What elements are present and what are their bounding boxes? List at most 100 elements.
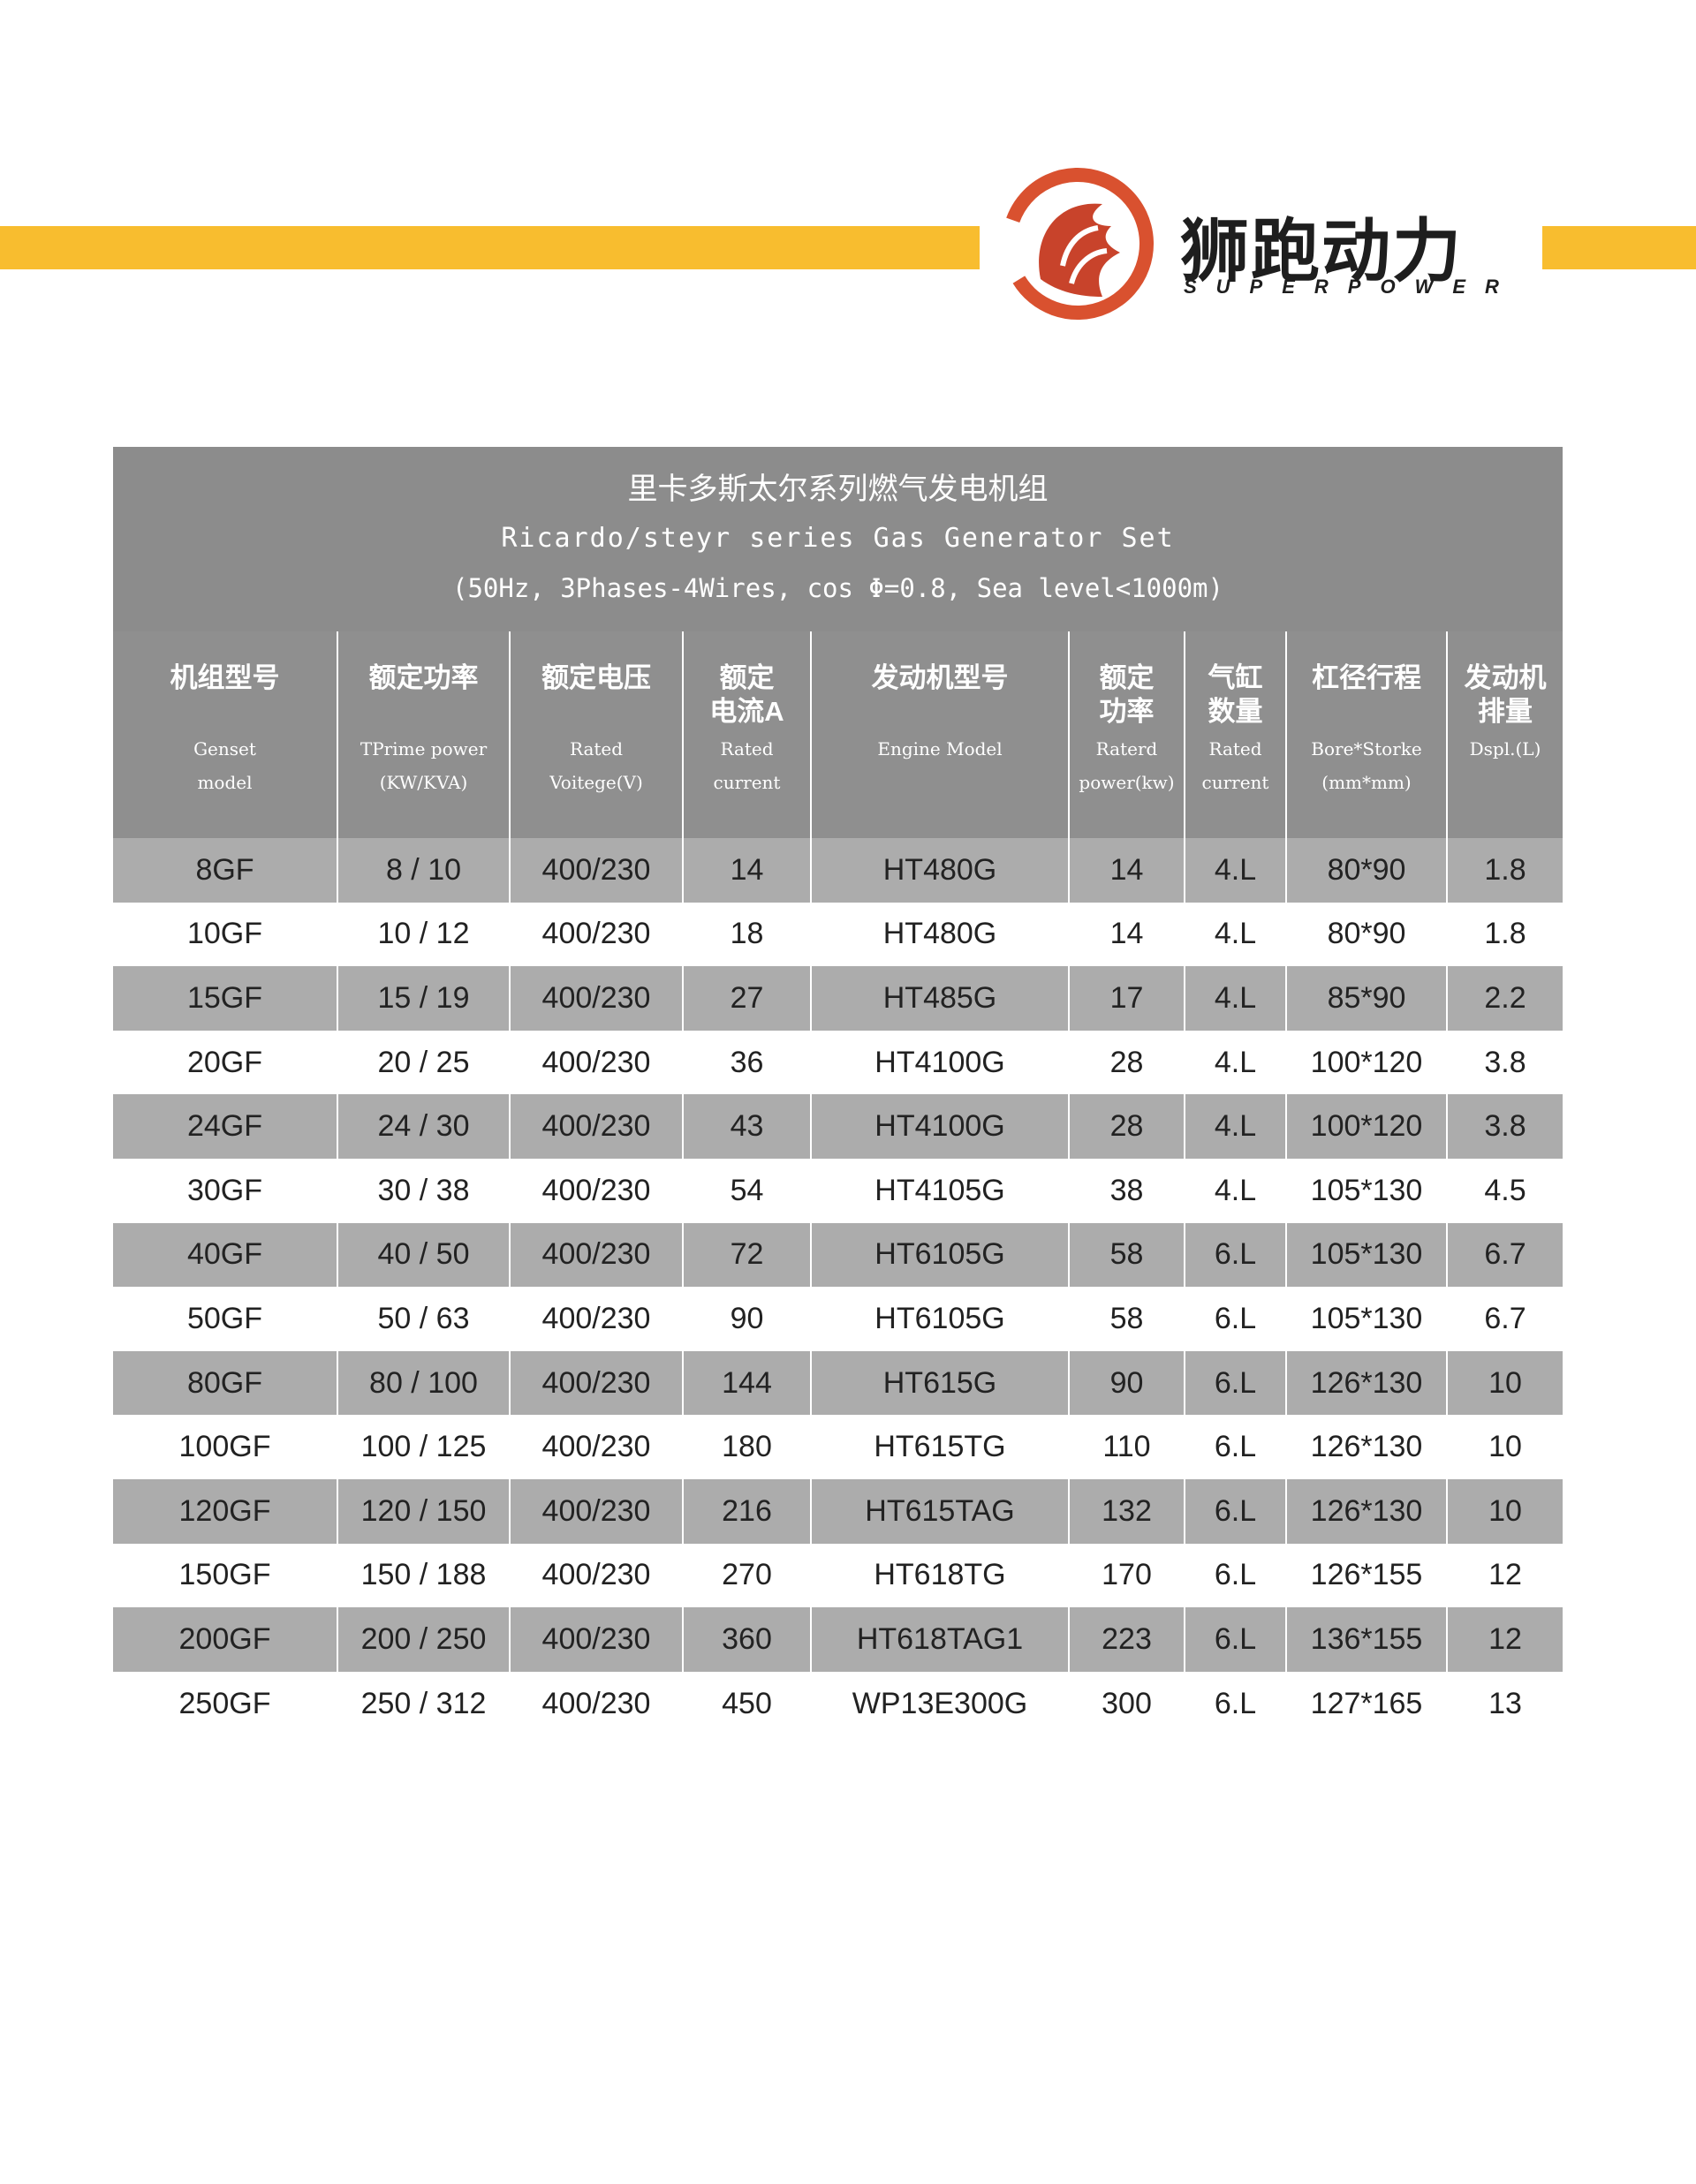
table-cell: HT6105G [810,1287,1069,1351]
table-cell: 450 [682,1671,811,1736]
table-cell: 12 [1446,1543,1563,1608]
table-cell: 150 / 188 [337,1543,510,1608]
table-row: 200GF 200 / 250 400/230 360 HT618TAG1 223 6.L 1… [113,1607,1563,1672]
header-zh-line: 功率 [1099,696,1155,727]
table-row: 50GF 50 / 63 400/230 90 HT6105G 58 6.L 105*130 6… [113,1287,1563,1351]
header-cell: 额定 电流A Rated current [682,631,811,838]
table-cell: 24GF [113,1094,337,1159]
table-cell: 90 [1068,1350,1185,1416]
table-cell: 4.L [1184,838,1286,903]
table-cell: 200 / 250 [337,1607,510,1672]
table-cell: HT480G [810,902,1069,967]
table-cell: 36 [682,1030,811,1095]
header-zh-line: 额定 [1099,662,1155,693]
table-cell: 4.5 [1446,1158,1563,1223]
table-cell: 126*155 [1285,1543,1447,1608]
header-en-line: (mm*mm) [1321,772,1412,793]
table-cell: 400/230 [509,1030,683,1095]
table-cell: 126*130 [1285,1415,1447,1479]
table-cell: 100*120 [1285,1094,1447,1159]
table-cell: 4.L [1184,966,1286,1031]
header-en: Rated Voitege(V) [511,732,682,799]
table-cell: 20 / 25 [337,1030,510,1095]
header-zh-line: 杠径行程 [1312,662,1421,693]
header-en-line: Voitege(V) [549,772,643,793]
table-cell: 6.L [1184,1222,1286,1288]
header-en-line: Rated [1208,738,1262,759]
table-row: 15GF 15 / 19 400/230 27 HT485G 17 4.L 85*90 2.2 [113,966,1563,1031]
header-en-line: Rated [720,738,774,759]
table-row: 100GF 100 / 125 400/230 180 HT615TG 110 6.L 126… [113,1415,1563,1479]
table-cell: 6.L [1184,1543,1286,1608]
header-en: Rated current [684,732,810,799]
table-cell: 12 [1446,1607,1563,1672]
table-cell: 3.8 [1446,1094,1563,1159]
table-cell: 80GF [113,1350,337,1416]
table-cell: 105*130 [1285,1287,1447,1351]
table-cell: HT4100G [810,1030,1069,1095]
table-cell: HT6105G [810,1222,1069,1288]
table-cell: 100 / 125 [337,1415,510,1479]
table-cell: 6.7 [1446,1222,1563,1288]
table-cell: 136*155 [1285,1607,1447,1672]
table-cell: 10 [1446,1350,1563,1416]
table-cell: 6.L [1184,1671,1286,1736]
table-cell: 2.2 [1446,966,1563,1031]
table-cell: 4.L [1184,1158,1286,1223]
table-cell: 4.L [1184,1094,1286,1159]
table-cell: 400/230 [509,1350,683,1416]
table-cell: 30 / 38 [337,1158,510,1223]
title-zh: 里卡多斯太尔系列燃气发电机组 [627,472,1049,506]
table-cell: 10 [1446,1415,1563,1479]
header-zh: 额定功率 [338,661,509,729]
table-cell: 80*90 [1285,902,1447,967]
header-en: Dspl.(L) [1448,732,1563,766]
accent-bar [0,226,980,269]
table-cell: 58 [1068,1287,1185,1351]
table-cell: 6.L [1184,1350,1286,1416]
table-cell: 400/230 [509,1287,683,1351]
table-cell: 100*120 [1285,1030,1447,1095]
table-cell: 100GF [178,1430,271,1464]
header-zh: 额定电压 [511,661,682,729]
table-cell: 80 / 100 [337,1350,510,1416]
table-row: 8GF 8 / 10 400/230 14 HT480G 14 4.L 80*90 1.8 [113,838,1563,903]
header-en-line: current [1201,772,1269,793]
header-zh-line: 机组型号 [170,662,280,693]
table-row: 24GF 24 / 30 400/230 43 HT4100G 28 4.L 100*120 3… [113,1094,1563,1159]
table-cell: 132 [1068,1478,1185,1544]
table-cell: 80*90 [1285,838,1447,903]
header-zh-line: 额定 [719,662,775,693]
table-row: 30GF 30 / 38 400/230 54 HT4105G 38 4.L 105*130 4… [113,1158,1563,1223]
table-cell: HT615TAG [810,1478,1069,1544]
table-cell: 400/230 [509,1478,683,1544]
header-en-line: Bore*Storke [1311,738,1422,759]
table-cell: 10 / 12 [337,902,510,967]
table-cell: 270 [682,1543,811,1608]
table-cell: 200GF [113,1607,337,1672]
header-en: Genset model [113,732,337,799]
header-cell: 额定 功率 Raterd power(kw) [1068,631,1185,838]
table-cell: 223 [1068,1607,1185,1672]
header-cell: 杠径行程 Bore*Storke (mm*mm) [1285,631,1447,838]
table-row: 10GF 10 / 12 400/230 18 HT480G 14 4.L 80*90 1.8 [113,902,1563,967]
header-row: 机组型号 Genset model 额定功率 TPrime power (KW/KVA) 额… [113,631,1563,838]
table-cell: 150GF [178,1558,271,1592]
table-cell: 3.8 [1446,1030,1563,1095]
table-cell: 6.L [1184,1415,1286,1479]
table-cell: 400/230 [509,1158,683,1223]
table-cell: HT615G [810,1350,1069,1416]
table-cell: 360 [682,1607,811,1672]
table-cell: HT618TG [810,1543,1069,1608]
table-cell: 8 / 10 [337,838,510,903]
table-cell: 400/230 [509,1671,683,1736]
header-en-line: Dspl.(L) [1469,738,1541,759]
header-en-line: Genset [193,738,256,759]
table-cell: 17 [1068,966,1185,1031]
table-cell: 110 [1068,1415,1185,1479]
table-row: 120GF 120 / 150 400/230 216 HT615TAG 132 6.L 12… [113,1478,1563,1544]
header-en-line: (KW/KVA) [379,772,468,793]
table-cell: 90 [682,1287,811,1351]
table-cell: 38 [1068,1158,1185,1223]
table-cell: 400/230 [509,1607,683,1672]
